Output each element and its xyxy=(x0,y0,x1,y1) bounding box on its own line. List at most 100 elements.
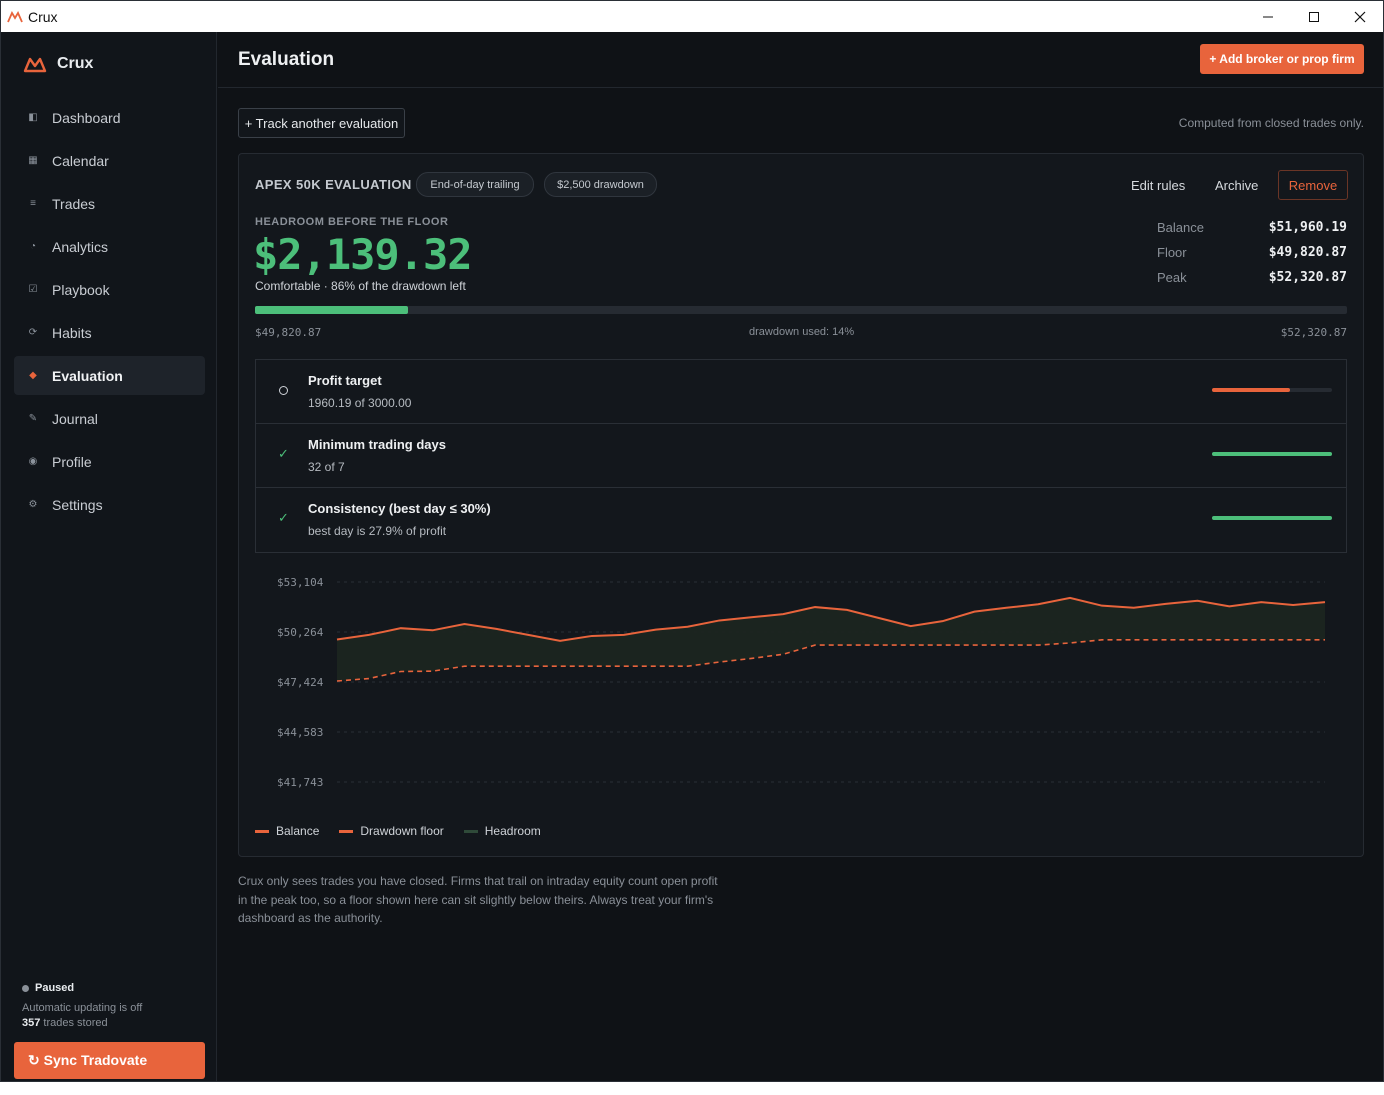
sidebar-item-label: Profile xyxy=(52,453,92,470)
maximize-button[interactable] xyxy=(1291,1,1337,32)
account-stats: Balance $51,960.19 Floor $49,820.87 Peak… xyxy=(1157,215,1347,290)
analytics-icon: ◔ xyxy=(29,241,37,252)
legend-item: Drawdown floor xyxy=(339,824,444,838)
sidebar-item-habits[interactable]: ⟳ Habits xyxy=(14,313,205,352)
pending-circle-icon xyxy=(279,386,288,395)
stat-value: $51,960.19 xyxy=(1268,220,1347,235)
y-tick-label: $47,424 xyxy=(277,676,324,689)
evaluation-name: APEX 50K EVALUATION xyxy=(255,177,412,192)
trade-count-value: 357 xyxy=(22,1017,41,1029)
rules-list: Profit target 1960.19 of 3000.00 ✓ Minimum … xyxy=(255,359,1347,553)
sidebar-item-label: Journal xyxy=(52,410,98,427)
habits-icon: ⟳ xyxy=(28,327,38,338)
stat-label: Floor xyxy=(1157,245,1187,260)
crux-logo-icon xyxy=(7,10,23,22)
headroom-label: HEADROOM BEFORE THE FLOOR xyxy=(255,216,449,228)
stat-value: $49,820.87 xyxy=(1268,245,1347,260)
rule-row: Profit target 1960.19 of 3000.00 xyxy=(256,360,1346,424)
sidebar-item-label: Calendar xyxy=(52,152,109,169)
trade-count-suffix: trades stored xyxy=(40,1017,108,1029)
crux-logo-icon xyxy=(23,57,47,73)
brand-name: Crux xyxy=(57,55,94,72)
settings-icon: ⚙ xyxy=(28,499,38,510)
page-title: Evaluation xyxy=(238,49,335,70)
add-broker-button[interactable]: + Add broker or prop firm xyxy=(1200,44,1364,74)
legend-swatch xyxy=(339,829,354,833)
sidebar-item-trades[interactable]: ≡ Trades xyxy=(14,184,205,223)
rule-detail: best day is 27.9% of profit xyxy=(308,524,447,538)
remove-button[interactable]: Remove xyxy=(1278,170,1348,200)
sidebar-nav: ◧ Dashboard ▦ Calendar ≡ Trades ◔ Analytics ☑ Pla… xyxy=(14,98,205,528)
sidebar-item-playbook[interactable]: ☑ Playbook xyxy=(14,270,205,309)
profile-icon: ◉ xyxy=(28,456,38,467)
disclaimer: Crux only sees trades you have closed. F… xyxy=(238,874,718,925)
minimize-icon xyxy=(1263,16,1273,17)
y-tick-label: $50,264 xyxy=(277,626,324,639)
y-tick-label: $44,583 xyxy=(277,726,323,739)
drawdown-badge: $2,500 drawdown xyxy=(544,172,657,197)
rule-detail: 1960.19 of 3000.00 xyxy=(308,396,412,410)
rule-detail: 32 of 7 xyxy=(308,460,345,474)
sidebar-item-label: Trades xyxy=(52,195,96,212)
headroom-area xyxy=(337,597,1325,682)
trade-count: 357 trades stored xyxy=(22,1017,142,1029)
progress-used-label: drawdown used: 14% xyxy=(749,326,855,338)
check-icon: ✓ xyxy=(278,510,289,525)
sidebar-item-journal[interactable]: ✎ Journal xyxy=(14,399,205,438)
headroom-note: Comfortable · 86% of the drawdown left xyxy=(255,279,466,293)
rule-row: ✓ Minimum trading days 32 of 7 xyxy=(256,424,1346,488)
stat-balance: Balance $51,960.19 xyxy=(1157,215,1347,240)
trades-icon: ≡ xyxy=(30,198,36,209)
evaluation-icon: ◆ xyxy=(29,370,37,381)
sidebar-item-evaluation[interactable]: ◆ Evaluation xyxy=(14,356,205,395)
legend-item: Headroom xyxy=(463,824,541,838)
status-detail: Automatic updating is off xyxy=(22,1002,143,1014)
rule-title: Profit target xyxy=(308,373,382,388)
sidebar-item-profile[interactable]: ◉ Profile xyxy=(14,442,205,481)
sidebar: Crux ◧ Dashboard ▦ Calendar ≡ Trades ◔ Analytic… xyxy=(1,32,217,1081)
trailing-type-badge: End-of-day trailing xyxy=(416,172,534,197)
y-tick-label: $41,743 xyxy=(277,776,323,789)
sidebar-item-label: Playbook xyxy=(52,281,110,298)
sidebar-item-label: Settings xyxy=(52,496,103,513)
legend-label: Balance xyxy=(276,824,320,838)
check-icon: ✓ xyxy=(278,446,289,461)
rule-row: ✓ Consistency (best day ≤ 30%) best day is… xyxy=(256,488,1346,552)
sidebar-item-label: Habits xyxy=(52,324,92,341)
rule-title: Minimum trading days xyxy=(308,437,446,452)
progress-peak-label: $52,320.87 xyxy=(1280,326,1347,339)
stat-label: Peak xyxy=(1157,270,1187,285)
rule-progress-bar xyxy=(1212,452,1332,456)
rule-title: Consistency (best day ≤ 30%) xyxy=(308,501,491,516)
dashboard-icon: ◧ xyxy=(28,112,38,123)
progress-floor-label: $49,820.87 xyxy=(255,326,322,339)
rule-progress-fill xyxy=(1212,516,1332,520)
headroom-value: $2,139.32 xyxy=(253,230,473,279)
sidebar-item-dashboard[interactable]: ◧ Dashboard xyxy=(14,98,205,137)
drawdown-floor-line xyxy=(336,639,1325,682)
sidebar-item-calendar[interactable]: ▦ Calendar xyxy=(14,141,205,180)
close-button[interactable] xyxy=(1337,1,1383,32)
window-title: Crux xyxy=(28,8,58,25)
sidebar-item-analytics[interactable]: ◔ Analytics xyxy=(14,227,205,266)
minimize-button[interactable] xyxy=(1245,1,1291,32)
computed-note: Computed from closed trades only. xyxy=(1178,116,1364,130)
page-header: Evaluation + Add broker or prop firm xyxy=(218,32,1383,88)
archive-button[interactable]: Archive xyxy=(1215,178,1259,193)
legend-swatch xyxy=(463,829,478,833)
stat-peak: Peak $52,320.87 xyxy=(1157,265,1347,290)
legend-label: Headroom xyxy=(484,824,541,838)
edit-rules-button[interactable]: Edit rules xyxy=(1131,178,1186,193)
status-state: Paused xyxy=(35,982,75,994)
close-icon xyxy=(1354,11,1366,22)
sync-tradovate-button[interactable]: ↻ Sync Tradovate xyxy=(14,1042,205,1079)
chart-legend: Balance Drawdown floor Headroom xyxy=(255,824,561,838)
sidebar-item-settings[interactable]: ⚙ Settings xyxy=(14,485,205,524)
rule-progress-bar xyxy=(1212,388,1332,392)
evaluation-card: APEX 50K EVALUATION End-of-day trailing … xyxy=(238,153,1364,857)
legend-swatch xyxy=(255,829,269,833)
track-evaluation-button[interactable]: + Track another evaluation xyxy=(238,108,405,138)
maximize-icon xyxy=(1309,11,1319,22)
drawdown-progress-bar xyxy=(255,306,1347,314)
